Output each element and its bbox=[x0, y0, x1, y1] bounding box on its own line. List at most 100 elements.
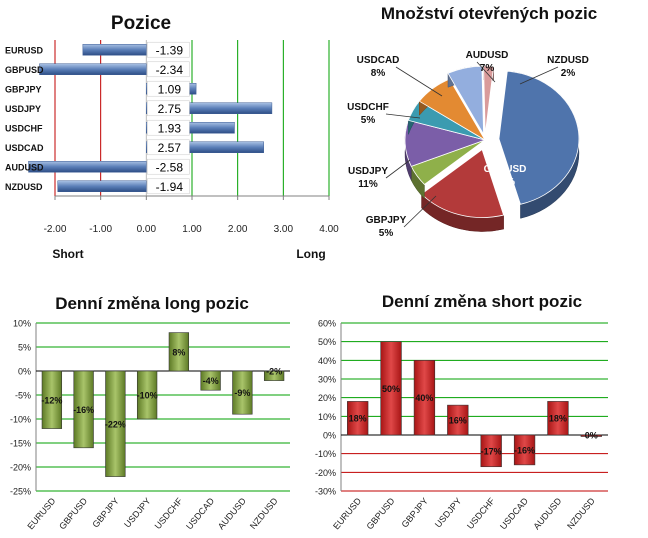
leader-line bbox=[395, 66, 443, 97]
slice-name: EURUSD bbox=[576, 107, 618, 118]
leader-line bbox=[385, 159, 411, 179]
chart-title: Množství otevřených pozic bbox=[381, 4, 597, 23]
value-label: -22% bbox=[105, 419, 126, 429]
leader-line bbox=[385, 113, 421, 119]
category-label: EURUSD bbox=[5, 45, 44, 55]
bar bbox=[105, 370, 126, 477]
x-tick-label: 2.00 bbox=[228, 224, 248, 235]
slice-percent: 5% bbox=[361, 115, 376, 126]
x-tick-label: -1.00 bbox=[89, 224, 112, 235]
bar bbox=[380, 341, 402, 436]
value-label: -17% bbox=[481, 446, 502, 456]
chart-title: Denní změna long pozic bbox=[55, 294, 249, 313]
slice-percent: 44% bbox=[587, 120, 607, 131]
x-tick-label: 3.00 bbox=[274, 224, 294, 235]
bar bbox=[547, 401, 569, 436]
value-label: 2.75 bbox=[158, 102, 182, 116]
y-tick-label: -5% bbox=[15, 391, 31, 401]
category-label: GBPJPY bbox=[5, 84, 42, 94]
value-label: 2.57 bbox=[158, 141, 182, 155]
category-label: GBPJPY bbox=[90, 496, 120, 530]
value-label: -2.34 bbox=[156, 63, 184, 77]
y-tick-label: -30% bbox=[315, 487, 336, 497]
value-label-box bbox=[147, 158, 190, 175]
bar bbox=[480, 434, 502, 468]
value-label-box bbox=[147, 80, 190, 97]
x-tick-label: 4.00 bbox=[319, 224, 339, 235]
value-label: -12% bbox=[41, 395, 62, 405]
leader-line bbox=[519, 66, 559, 85]
x-tick-label: 0.00 bbox=[137, 224, 157, 235]
category-label: NZDUSD bbox=[248, 495, 280, 531]
slice-name: GBPUSD bbox=[484, 164, 527, 175]
short-label: Short bbox=[52, 247, 83, 261]
category-label: USDCAD bbox=[5, 143, 44, 153]
bar bbox=[232, 370, 253, 415]
value-label: 16% bbox=[449, 416, 467, 426]
category-label: USDCAD bbox=[498, 495, 530, 531]
chart-title: Pozice bbox=[111, 13, 171, 34]
slice-name: GBPJPY bbox=[366, 215, 407, 226]
category-label: NZDUSD bbox=[565, 495, 597, 531]
category-label: EURUSD bbox=[25, 495, 57, 531]
daily-short-change-chart: Denní změna short pozic 18% 50% 40% 16% -17%… bbox=[315, 292, 608, 531]
bar bbox=[263, 370, 285, 381]
bar bbox=[413, 360, 436, 436]
value-label: 8% bbox=[172, 347, 185, 357]
bar bbox=[513, 434, 536, 466]
x-tick-label: -2.00 bbox=[44, 224, 67, 235]
slice-percent: 8% bbox=[371, 68, 386, 79]
slice-percent: 7% bbox=[480, 63, 495, 74]
bar bbox=[82, 44, 147, 56]
value-label-box bbox=[147, 178, 190, 195]
value-label: 1.09 bbox=[158, 82, 182, 96]
slice-percent: 18% bbox=[495, 177, 515, 188]
y-tick-label: 50% bbox=[318, 337, 336, 347]
category-label: GBPUSD bbox=[364, 495, 396, 531]
category-label: USDCHF bbox=[465, 495, 497, 531]
value-label: 1.93 bbox=[158, 121, 182, 135]
bar bbox=[146, 102, 273, 114]
value-label: -4% bbox=[203, 376, 219, 386]
y-tick-label: -15% bbox=[10, 439, 31, 449]
y-tick-label: -20% bbox=[315, 468, 336, 478]
value-label: 50% bbox=[382, 384, 400, 394]
bar bbox=[146, 141, 264, 153]
slice-name: USDJPY bbox=[348, 166, 388, 177]
value-label: 18% bbox=[349, 414, 367, 424]
slice-name: USDCHF bbox=[347, 102, 389, 113]
value-label: 40% bbox=[415, 393, 433, 403]
value-label-box bbox=[147, 139, 190, 156]
leader-line bbox=[403, 195, 437, 228]
bar bbox=[447, 404, 469, 436]
bar bbox=[41, 370, 63, 429]
bar bbox=[57, 180, 147, 192]
value-label: 18% bbox=[549, 414, 567, 424]
slice-name: AUDUSD bbox=[466, 50, 509, 61]
slice-percent: 2% bbox=[561, 68, 576, 79]
category-label: USDJPY bbox=[5, 104, 41, 114]
bar bbox=[200, 370, 221, 391]
category-label: USDCAD bbox=[184, 495, 216, 531]
category-label: AUDUSD bbox=[5, 162, 44, 172]
value-label-box bbox=[147, 119, 190, 136]
slice-percent: 11% bbox=[358, 179, 378, 190]
open-positions-pie: Množství otevřených pozic EURUSD 44% GBPUS… bbox=[347, 4, 618, 239]
value-label: -16% bbox=[73, 405, 94, 415]
value-label-box bbox=[147, 61, 190, 78]
y-tick-label: 10% bbox=[13, 319, 31, 329]
bar bbox=[146, 122, 235, 134]
bar bbox=[136, 370, 158, 420]
leader-line bbox=[476, 61, 496, 83]
y-tick-label: -10% bbox=[315, 449, 336, 459]
slice bbox=[447, 65, 484, 135]
category-label: EURUSD bbox=[331, 495, 363, 531]
bar bbox=[28, 161, 147, 173]
bar bbox=[347, 401, 369, 436]
category-label: USDCHF bbox=[153, 495, 185, 531]
y-tick-label: 40% bbox=[318, 356, 336, 366]
slice bbox=[483, 65, 495, 135]
value-label-box bbox=[147, 100, 190, 117]
category-label: USDJPY bbox=[433, 496, 463, 530]
